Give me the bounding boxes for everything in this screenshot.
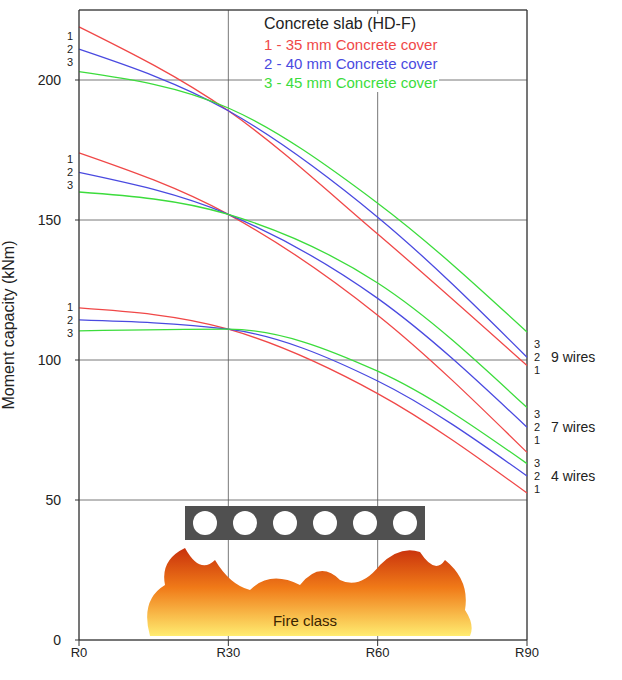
html-text:3 - 45 mm Concrete cover: 3 - 45 mm Concrete cover	[264, 74, 438, 91]
svg-text:3: 3	[67, 179, 73, 191]
svg-text:7 wires: 7 wires	[551, 419, 595, 435]
svg-text:Fire class: Fire class	[273, 612, 337, 629]
svg-text:1: 1	[67, 30, 73, 42]
svg-text:1: 1	[534, 364, 540, 376]
svg-text:R0: R0	[71, 645, 88, 660]
svg-text:1: 1	[534, 434, 540, 446]
svg-text:R90: R90	[515, 645, 539, 660]
svg-text:1: 1	[534, 483, 540, 495]
svg-text:3: 3	[67, 56, 73, 68]
svg-text:R30: R30	[216, 645, 240, 660]
svg-text:9 wires: 9 wires	[551, 349, 595, 365]
svg-text:3: 3	[534, 457, 540, 469]
svg-text:1: 1	[67, 153, 73, 165]
svg-text:3: 3	[534, 338, 540, 350]
svg-text:1: 1	[67, 301, 73, 313]
svg-text:2: 2	[67, 166, 73, 178]
svg-text:200: 200	[38, 72, 62, 88]
html-text:2 - 40 mm Concrete cover: 2 - 40 mm Concrete cover	[264, 55, 438, 72]
svg-text:2: 2	[534, 470, 540, 482]
html-text:Concrete slab (HD-F): Concrete slab (HD-F)	[264, 15, 416, 32]
svg-text:150: 150	[38, 212, 62, 228]
svg-text:3: 3	[67, 327, 73, 339]
svg-text:2: 2	[67, 314, 73, 326]
svg-text:2: 2	[67, 43, 73, 55]
svg-text:4 wires: 4 wires	[551, 468, 595, 484]
svg-text:2: 2	[534, 351, 540, 363]
svg-text:0: 0	[53, 632, 61, 648]
svg-text:2: 2	[534, 421, 540, 433]
svg-text:R60: R60	[366, 645, 390, 660]
html-text:1 - 35 mm Concrete cover: 1 - 35 mm Concrete cover	[264, 36, 438, 53]
svg-text:3: 3	[534, 408, 540, 420]
svg-text:Moment capacity (kNm): Moment capacity (kNm)	[0, 241, 17, 410]
svg-text:50: 50	[45, 492, 61, 508]
svg-text:100: 100	[38, 352, 62, 368]
